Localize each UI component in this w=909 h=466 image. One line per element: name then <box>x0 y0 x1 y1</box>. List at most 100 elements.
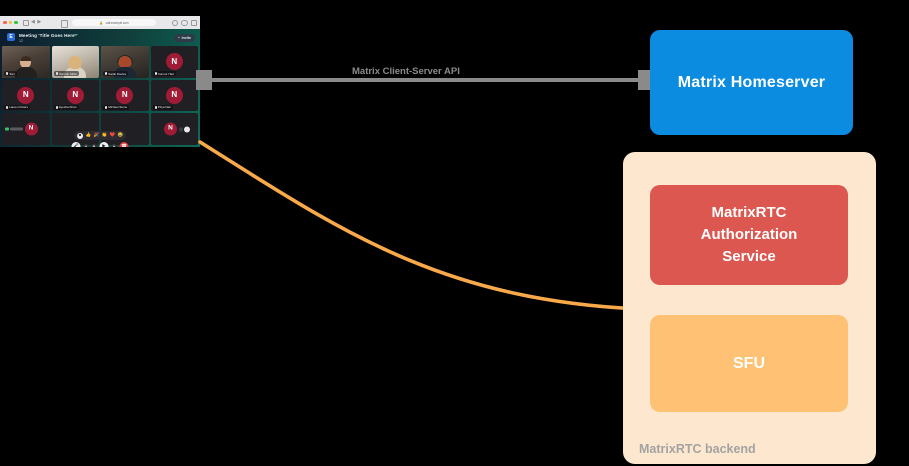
video-tile[interactable]: Hannah Miller <box>51 46 99 78</box>
avatar-letter: N <box>22 90 29 100</box>
avatar-letter: N <box>171 90 178 100</box>
participant-name-badge: Sarah Davies <box>103 71 129 77</box>
microphone-icon[interactable]: 🎤 <box>71 142 81 147</box>
participant-name: Michael Stone <box>108 105 128 110</box>
sidebar-icon[interactable] <box>22 19 29 26</box>
speaker-icon <box>184 126 190 133</box>
browser-window: ◀ ▶ 🔒 call.example.com E Meeting 'Title … <box>0 16 200 147</box>
hair-shape <box>20 55 32 61</box>
chevron-up-icon-2[interactable]: ▲ <box>111 144 117 147</box>
microphone-icon <box>154 105 157 109</box>
participant-name-badge: Hannah Miller <box>53 71 80 77</box>
emoji-picker-icon[interactable]: ☻ <box>77 132 84 139</box>
avatar-tile[interactable]: N <box>150 113 198 145</box>
avatar-tile[interactable]: N Lauren Peters <box>2 79 50 112</box>
tabs-icon[interactable] <box>190 19 197 26</box>
avatar-letter: N <box>28 124 34 132</box>
participant-name-badge: Ayesha Khan <box>53 104 79 110</box>
matrixrtc-connection-curve <box>198 140 642 311</box>
matrixrtc-authorization-service-node[interactable]: MatrixRTC Authorization Service <box>650 185 848 285</box>
back-arrow-icon[interactable]: ◀ <box>31 19 35 25</box>
video-call-app: E Meeting 'Title Goes Here' 12 + Invite <box>0 29 200 147</box>
client-server-api-label: Matrix Client-Server API <box>352 66 460 77</box>
camera-icon[interactable]: ■ <box>91 144 97 147</box>
participant-name: Tom <box>9 71 15 76</box>
avatar: N <box>116 86 134 104</box>
client-server-api-arrow <box>196 70 654 90</box>
microphone-icon <box>55 105 58 109</box>
reactions-bar[interactable]: ☻ 👍 🎉 👏 ❤️ 😂 <box>74 131 126 140</box>
avatar: N <box>66 86 84 104</box>
reaction-emoji[interactable]: ❤️ <box>109 132 115 138</box>
reaction-emoji[interactable]: 👍 <box>85 132 92 138</box>
avatar-letter: N <box>171 56 178 66</box>
traffic-lights[interactable] <box>3 20 18 25</box>
participant-name: Connor Hart <box>157 71 174 76</box>
avatar-letter: N <box>168 124 173 132</box>
avatar-tile[interactable]: N Priya Nair <box>150 79 198 112</box>
share-icon[interactable] <box>171 19 178 26</box>
status-pill <box>10 127 23 131</box>
invite-button[interactable]: + Invite <box>173 33 195 42</box>
avatar: N <box>165 53 183 71</box>
plus-icon[interactable] <box>181 19 188 26</box>
video-icon[interactable]: ▶ <box>99 142 109 147</box>
avatar: N <box>17 86 35 104</box>
call-control-bar[interactable]: 🎤 ▲ ■ ▶ ▲ ☎ <box>71 142 129 147</box>
reaction-emoji[interactable]: 🎉 <box>93 132 100 138</box>
reaction-emoji[interactable]: 👏 <box>101 132 107 138</box>
screenshare-indicator: N <box>5 122 38 136</box>
forward-arrow-icon[interactable]: ▶ <box>37 19 42 25</box>
participant-name-badge: Tom <box>4 71 17 77</box>
app-logo-letter: E <box>9 33 13 40</box>
avatar-tile[interactable]: N <box>2 113 50 145</box>
participant-name: Hannah Miller <box>58 71 78 76</box>
head-shape <box>116 54 133 68</box>
close-button[interactable] <box>3 20 7 25</box>
maximize-button[interactable] <box>14 20 18 25</box>
url-bar[interactable]: 🔒 call.example.com <box>72 19 156 26</box>
participant-name-badge: Michael Stone <box>103 104 130 110</box>
avatar: N <box>24 122 38 136</box>
microphone-icon <box>105 105 108 109</box>
participant-silhouette <box>14 55 37 78</box>
meeting-title: Meeting 'Title Goes Here' <box>19 32 76 38</box>
minimize-button[interactable] <box>8 20 12 25</box>
matrix-homeserver-node[interactable]: Matrix Homeserver <box>650 30 853 135</box>
matrixrtc-backend-panel: MatrixRTC Authorization Service SFU Matr… <box>623 152 876 464</box>
browser-chrome: ◀ ▶ 🔒 call.example.com <box>0 16 200 29</box>
avatar-tile[interactable]: N Ayesha Khan <box>51 79 99 112</box>
avatar-tile[interactable]: N Connor Hart <box>150 46 198 78</box>
sfu-node[interactable]: SFU <box>650 315 848 412</box>
participant-name: Priya Nair <box>157 105 171 110</box>
browser-right-controls[interactable] <box>171 19 197 26</box>
microphone-icon <box>6 105 9 109</box>
muted-icon <box>178 127 183 132</box>
chevron-up-icon[interactable]: ▲ <box>83 144 89 147</box>
participant-name: Lauren Peters <box>9 105 28 110</box>
matrix-homeserver-label: Matrix Homeserver <box>677 73 826 91</box>
chevron-down-icon[interactable] <box>74 34 78 36</box>
avatar-tile[interactable]: N Michael Stone <box>101 79 149 112</box>
empty-tile[interactable] <box>51 113 99 145</box>
avatar-letter: N <box>72 90 79 100</box>
invite-button-label: Invite <box>181 35 191 40</box>
avatar: N <box>165 86 183 104</box>
browser-nav-controls[interactable]: ◀ ▶ <box>22 19 42 26</box>
participant-name: Ayesha Khan <box>58 105 77 110</box>
avatar: N <box>164 122 177 136</box>
reaction-emoji[interactable]: 😂 <box>117 132 123 138</box>
matrixrtc-authorization-service-label: MatrixRTC Authorization Service <box>700 204 798 265</box>
microphone-icon <box>6 72 9 76</box>
tab-icon[interactable] <box>61 19 68 28</box>
video-tile[interactable]: Tom <box>2 46 50 78</box>
body-shape <box>14 66 37 78</box>
hangup-icon[interactable]: ☎ <box>119 142 129 147</box>
participant-name-badge: Connor Hart <box>152 71 176 77</box>
empty-tile[interactable] <box>101 113 149 145</box>
tile-status-icons: N <box>164 122 190 136</box>
video-tile[interactable]: Sarah Davies <box>101 46 149 78</box>
head-shape <box>68 55 82 69</box>
participant-name-badge: Priya Nair <box>152 104 173 110</box>
participant-name-badge: Lauren Peters <box>4 104 30 110</box>
